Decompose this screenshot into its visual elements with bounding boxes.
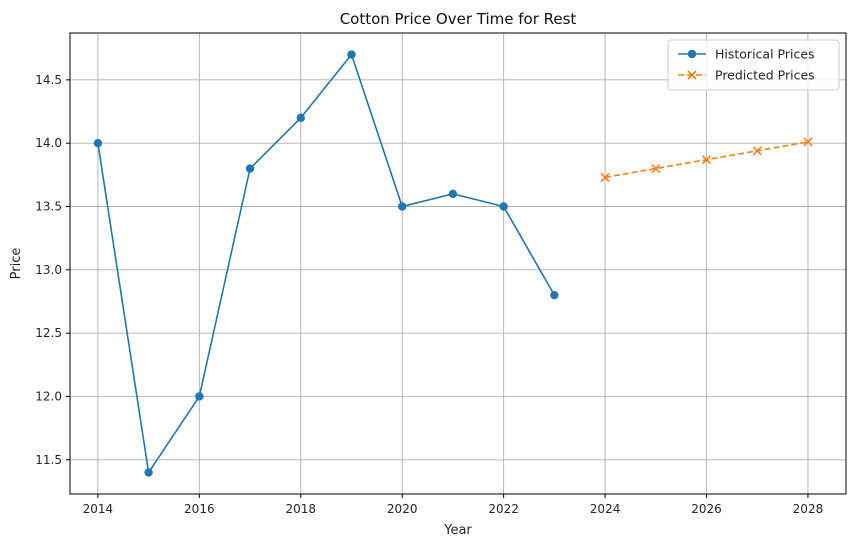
- y-axis-label: Price: [9, 248, 24, 280]
- x-tick-label: 2014: [83, 502, 114, 516]
- legend-label: Historical Prices: [715, 47, 815, 62]
- x-tick-label: 2018: [285, 502, 316, 516]
- x-tick-label: 2028: [793, 502, 824, 516]
- data-point: [93, 138, 103, 148]
- series-line-1: [97, 52, 556, 475]
- chart-title: Cotton Price Over Time for Rest: [340, 10, 577, 28]
- y-tick-label: 14.0: [35, 136, 62, 150]
- x-tick-label: 2022: [488, 502, 519, 516]
- data-point: [245, 164, 255, 173]
- legend-marker: [687, 70, 697, 80]
- data-point: [600, 172, 610, 182]
- x-tick-label: 2020: [387, 502, 418, 516]
- data-point: [144, 468, 153, 477]
- x-tick-label: 2016: [184, 502, 215, 516]
- y-tick-label: 14.5: [35, 73, 62, 87]
- data-point: [550, 290, 559, 300]
- y-tick-label: 11.5: [35, 453, 62, 467]
- data-point: [398, 202, 407, 211]
- data-point: [701, 155, 712, 165]
- data-point: [448, 189, 458, 199]
- legend-marker: [687, 49, 697, 59]
- data-point: [296, 113, 305, 123]
- y-tick-label: 12.5: [35, 326, 62, 340]
- y-tick-label: 13.5: [35, 200, 62, 214]
- grid: [70, 33, 846, 494]
- data-point: [651, 163, 661, 174]
- plot-frame: [69, 32, 847, 495]
- data-point: [752, 146, 762, 156]
- x-tick-label: 2026: [691, 502, 722, 516]
- axis-ticks: 2014 2016 2018 2020 2022 2024 2026 2028 11.5 12.0…: [35, 73, 823, 516]
- y-tick-label: 12.0: [35, 389, 62, 403]
- series-layer: [93, 50, 813, 477]
- data-point: [499, 202, 508, 211]
- x-axis-label: Year: [443, 523, 472, 538]
- legend-box: [667, 39, 840, 91]
- legend-label: Predicted Prices: [715, 68, 815, 83]
- data-point: [195, 392, 204, 401]
- x-tick-label: 2024: [590, 502, 621, 516]
- legend: Historical Prices Predicted Prices: [667, 39, 840, 91]
- data-point: [803, 137, 813, 147]
- data-point: [347, 50, 356, 59]
- y-tick-label: 13.0: [35, 263, 62, 277]
